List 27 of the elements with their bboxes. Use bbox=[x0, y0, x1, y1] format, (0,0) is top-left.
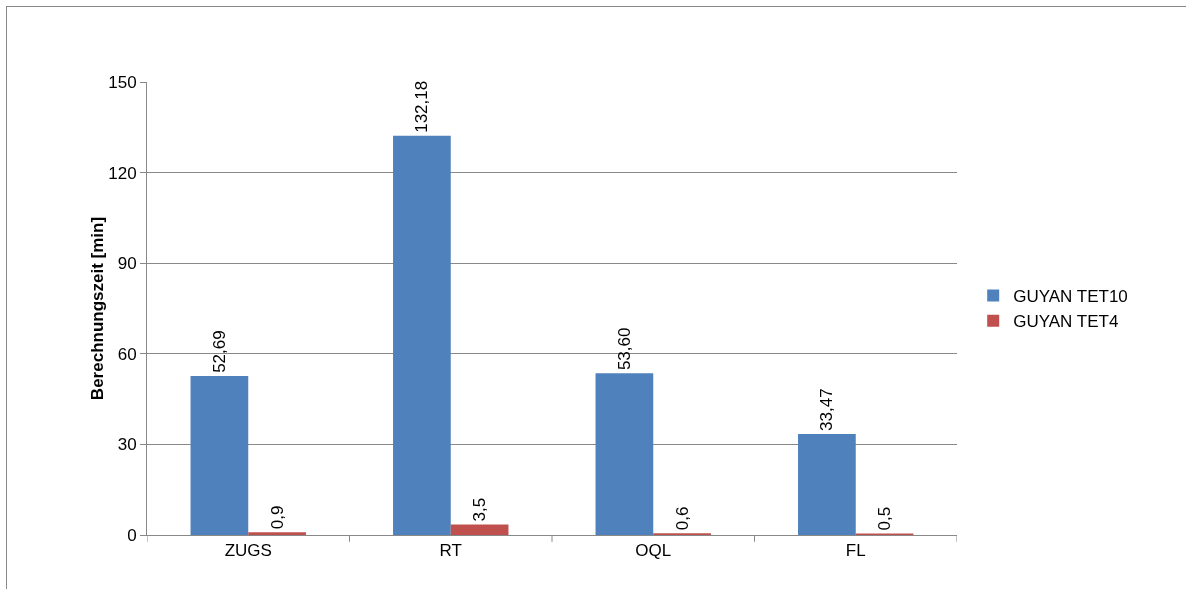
data-label: 52,69 bbox=[209, 330, 229, 373]
x-tick-label: ZUGS bbox=[224, 541, 272, 561]
y-axis-title: Berechnungszeit [min] bbox=[88, 216, 107, 401]
data-label: 132,18 bbox=[412, 80, 432, 133]
y-tick-label: 60 bbox=[117, 344, 137, 364]
y-tick-label: 120 bbox=[108, 163, 137, 183]
data-label: 0,6 bbox=[672, 506, 692, 531]
bar bbox=[190, 375, 249, 535]
legend-label: GUYAN TET4 bbox=[1013, 312, 1119, 332]
x-tick-label: OQL bbox=[635, 541, 672, 561]
data-label: 0,9 bbox=[267, 505, 287, 530]
bar bbox=[450, 524, 509, 535]
legend-label: GUYAN TET10 bbox=[1013, 287, 1128, 307]
bar bbox=[798, 433, 856, 535]
x-tick-label: FL bbox=[845, 541, 866, 561]
y-tick-label: 150 bbox=[108, 72, 137, 92]
y-tick-label: 90 bbox=[117, 254, 137, 274]
bar bbox=[595, 373, 654, 535]
data-label: 0,5 bbox=[875, 506, 895, 531]
data-label: 33,47 bbox=[817, 388, 837, 431]
bar bbox=[248, 532, 306, 535]
x-tick-label: RT bbox=[439, 541, 462, 561]
bar bbox=[393, 135, 451, 535]
data-label: 3,5 bbox=[470, 497, 490, 522]
data-label: 53,60 bbox=[614, 327, 634, 371]
y-tick-label: 30 bbox=[117, 435, 137, 455]
y-tick-label: 0 bbox=[127, 525, 137, 545]
